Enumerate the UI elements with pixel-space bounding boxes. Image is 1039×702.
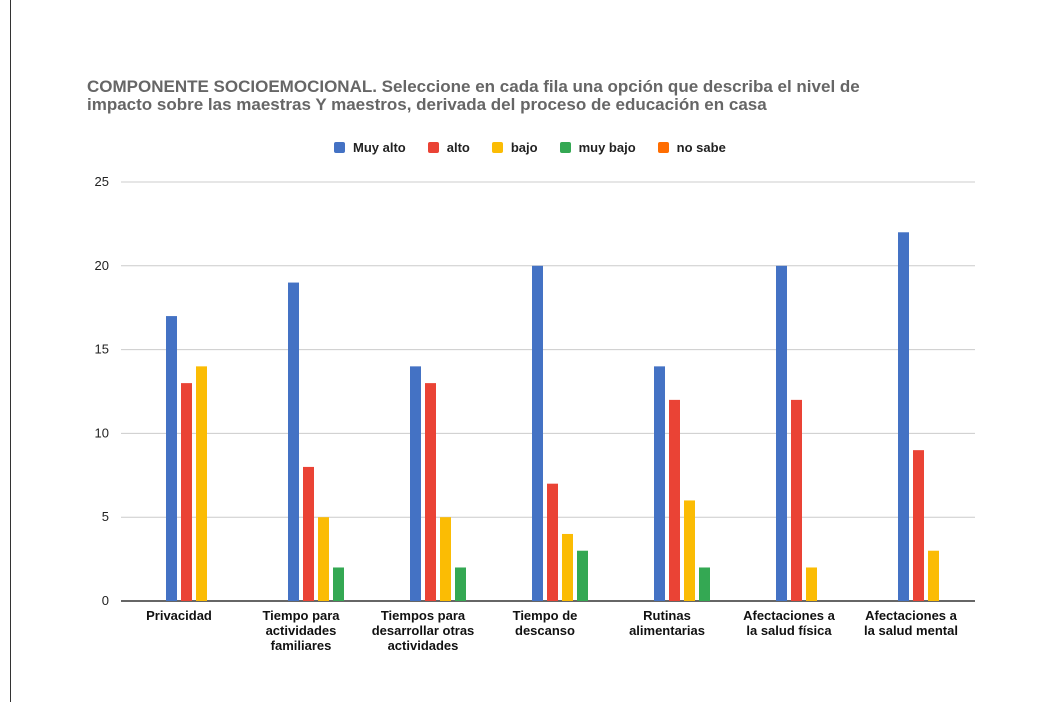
bar bbox=[425, 383, 436, 601]
x-category-label: Rutinas alimentarias bbox=[629, 608, 705, 638]
x-category-label-line: Afectaciones a bbox=[743, 608, 836, 623]
bar bbox=[791, 399, 802, 601]
x-category-label-line: Afectaciones a bbox=[865, 608, 958, 623]
chart-title-line-2: impacto sobre las maestras Y maestros, d… bbox=[87, 95, 767, 114]
y-tick-label: 20 bbox=[95, 258, 109, 273]
legend-swatch bbox=[559, 142, 571, 153]
legend-swatch bbox=[334, 142, 345, 153]
x-category-label-line: alimentarias bbox=[629, 623, 705, 638]
legend-item-4: no sabe bbox=[657, 140, 726, 155]
y-tick-label: 0 bbox=[102, 593, 109, 608]
legend-item-2: bajo bbox=[491, 140, 538, 155]
x-category-label-line: actividades bbox=[388, 638, 459, 653]
x-category-label: Afectaciones a la salud mental bbox=[864, 608, 958, 638]
x-category-label-line: Tiempos para bbox=[381, 608, 466, 623]
x-category-label-line: actividades bbox=[266, 623, 337, 638]
legend-label: muy bajo bbox=[578, 140, 636, 155]
bar bbox=[684, 500, 695, 601]
x-category-label: Afectaciones a la salud física bbox=[743, 608, 836, 638]
legend-label: Muy alto bbox=[353, 140, 406, 155]
bar bbox=[318, 517, 329, 601]
legend-label: bajo bbox=[510, 140, 538, 155]
legend-item-3: muy bajo bbox=[559, 140, 636, 155]
bar bbox=[577, 550, 588, 601]
chart-title: COMPONENTE SOCIOEMOCIONAL. Seleccione en… bbox=[87, 78, 987, 114]
legend-label: no sabe bbox=[676, 140, 726, 155]
bar bbox=[455, 567, 466, 601]
bar bbox=[303, 466, 314, 601]
x-category-label: Tiempo para actividades familiares bbox=[262, 608, 340, 653]
chart-title-line-1: COMPONENTE SOCIOEMOCIONAL. Seleccione en… bbox=[87, 77, 860, 96]
bar bbox=[166, 316, 177, 601]
bar bbox=[699, 567, 710, 601]
legend-swatch bbox=[427, 142, 439, 153]
legend-label: alto bbox=[446, 140, 470, 155]
y-tick-label: 25 bbox=[95, 174, 109, 189]
bar bbox=[913, 450, 924, 601]
legend-item-1: alto bbox=[427, 140, 470, 155]
bar bbox=[898, 232, 909, 601]
bar bbox=[532, 265, 543, 601]
bar bbox=[928, 550, 939, 601]
bar bbox=[669, 399, 680, 601]
x-category-label: Privacidad bbox=[146, 608, 212, 623]
legend-item-0: Muy alto bbox=[334, 140, 406, 155]
x-category-label-line: Tiempo de bbox=[513, 608, 578, 623]
x-category-label: Tiempo de descanso bbox=[513, 608, 578, 638]
x-category-label-line: Rutinas bbox=[643, 608, 691, 623]
chart-legend: Muy alto alto bajo muy bajo no sabe bbox=[334, 140, 748, 155]
x-category-label-line: la salud física bbox=[746, 623, 832, 638]
y-tick-label: 10 bbox=[95, 425, 109, 440]
x-category-label-line: descanso bbox=[515, 623, 575, 638]
y-tick-label: 5 bbox=[102, 509, 109, 524]
bar bbox=[333, 567, 344, 601]
bar bbox=[562, 533, 573, 601]
bar bbox=[288, 282, 299, 601]
bar bbox=[196, 366, 207, 601]
bar bbox=[654, 366, 665, 601]
y-tick-label: 15 bbox=[95, 342, 109, 357]
bar bbox=[547, 483, 558, 601]
x-category-label-line: desarrollar otras bbox=[372, 623, 475, 638]
bar bbox=[181, 383, 192, 601]
legend-swatch bbox=[657, 142, 669, 153]
bar bbox=[440, 517, 451, 601]
bar bbox=[410, 366, 421, 601]
bar bbox=[806, 567, 817, 601]
x-category-label-line: Privacidad bbox=[146, 608, 212, 623]
x-category-label-line: la salud mental bbox=[864, 623, 958, 638]
x-category-label-line: familiares bbox=[271, 638, 332, 653]
bar bbox=[776, 265, 787, 601]
x-category-label: Tiempos para desarrollar otras actividades bbox=[372, 608, 475, 653]
x-category-label-line: Tiempo para bbox=[262, 608, 340, 623]
legend-swatch bbox=[491, 142, 503, 153]
